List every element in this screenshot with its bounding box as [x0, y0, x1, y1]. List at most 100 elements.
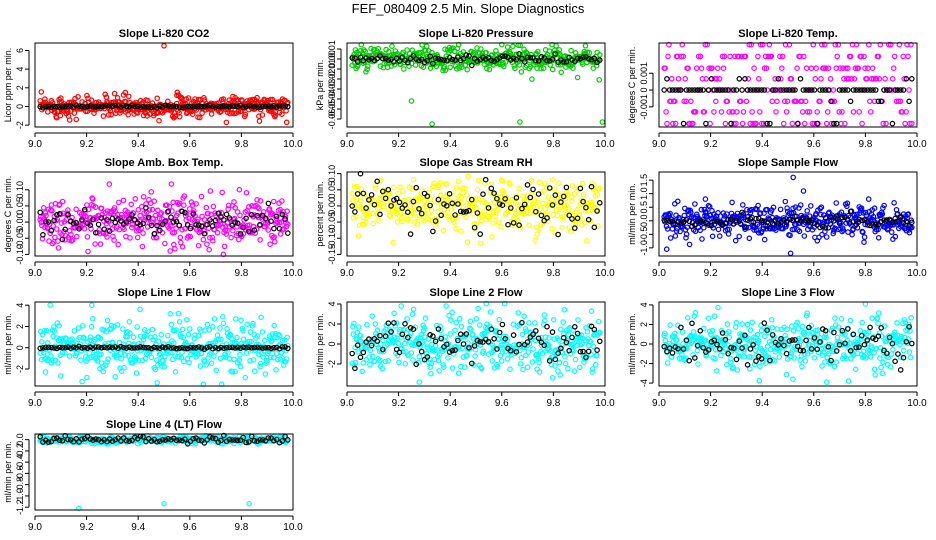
data-point: [842, 340, 848, 347]
data-point: [788, 76, 795, 82]
data-point: [152, 366, 159, 373]
data-point: [464, 239, 471, 245]
data-point: [103, 362, 109, 369]
data-point: [768, 53, 775, 60]
data-point: [55, 360, 61, 366]
data-point: [560, 213, 567, 220]
data-point: [541, 342, 548, 349]
data-point: [513, 195, 520, 201]
data-point: [106, 228, 113, 234]
data-point: [270, 198, 277, 205]
data-point: [221, 217, 227, 223]
data-point: [47, 230, 54, 237]
data-point: [549, 177, 556, 183]
data-point: [697, 327, 704, 334]
data-point: [361, 47, 367, 53]
data-point: [783, 350, 790, 357]
data-point: [93, 104, 99, 110]
data-point: [407, 55, 414, 62]
data-point: [42, 96, 48, 102]
y-axis-label: degrees C per min.: [3, 176, 13, 253]
data-point: [424, 345, 431, 351]
plot-frame: [34, 301, 294, 387]
data-point: [474, 58, 481, 64]
data-point: [114, 322, 121, 328]
data-point: [875, 320, 881, 327]
data-point: [233, 316, 239, 322]
data-point: [488, 234, 495, 240]
data-point: [441, 57, 447, 64]
data-point: [502, 59, 509, 65]
data-point: [140, 220, 146, 227]
data-point: [56, 211, 63, 217]
data-point: [273, 350, 280, 357]
data-point: [405, 196, 412, 203]
data-point: [823, 379, 830, 385]
data-point: [283, 356, 290, 362]
data-point: [886, 334, 893, 341]
data-point: [889, 120, 896, 127]
data-point: [284, 230, 291, 236]
data-point: [502, 196, 509, 202]
data-point: [56, 201, 63, 208]
data-point: [118, 104, 124, 110]
data-point: [430, 60, 436, 67]
data-point: [487, 323, 493, 330]
data-point: [475, 196, 482, 202]
data-point: [254, 94, 260, 101]
data-point: [715, 210, 721, 216]
data-point: [127, 235, 133, 241]
data-point: [661, 343, 668, 350]
data-point: [811, 354, 818, 361]
data-point: [671, 98, 678, 105]
data-point: [833, 65, 840, 72]
data-point: [148, 354, 155, 361]
data-point: [595, 318, 602, 325]
data-point: [125, 111, 132, 118]
data-point: [852, 65, 859, 72]
data-point: [364, 66, 371, 73]
data-point: [588, 183, 595, 190]
data-point: [360, 190, 367, 197]
data-point: [226, 344, 233, 351]
data-point: [577, 348, 584, 355]
data-point: [563, 184, 570, 191]
data-point: [134, 234, 141, 241]
data-point: [518, 69, 525, 75]
data-point: [691, 87, 698, 93]
data-point: [822, 359, 828, 365]
data-point: [90, 315, 96, 322]
data-point: [496, 201, 503, 207]
chart-title: Slope Li-820 CO2: [119, 28, 209, 40]
data-point: [722, 87, 729, 93]
data-point: [416, 57, 422, 64]
x-tick-label: 9.4: [443, 139, 457, 150]
data-point: [430, 228, 436, 235]
data-point: [516, 185, 522, 192]
data-point: [711, 87, 718, 93]
data-point: [576, 364, 583, 371]
data-point: [783, 109, 790, 115]
data-point: [541, 180, 548, 187]
data-point: [218, 336, 224, 343]
data-point: [81, 225, 88, 232]
y-tick-label: -0.05: [327, 99, 337, 120]
x-tick-label: 9.4: [755, 268, 769, 279]
data-point: [847, 208, 854, 215]
data-point: [761, 333, 768, 340]
data-point: [100, 113, 107, 119]
data-point: [364, 321, 370, 328]
data-point: [716, 345, 723, 352]
data-point: [432, 55, 439, 62]
data-point: [265, 103, 272, 110]
data-point: [463, 352, 470, 358]
data-point: [822, 87, 829, 93]
data-point: [466, 53, 472, 59]
y-tick-label: -1.0: [639, 240, 649, 256]
data-point: [784, 98, 791, 105]
data-point: [37, 345, 44, 352]
data-point: [47, 302, 54, 308]
data-point: [480, 191, 486, 198]
data-point: [697, 218, 704, 224]
data-point: [262, 103, 269, 110]
